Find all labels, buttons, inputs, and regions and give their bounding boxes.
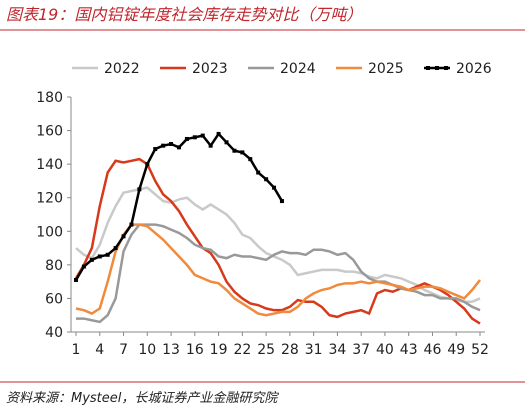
legend-label: 2025 — [368, 61, 404, 77]
y-tick-label: 80 — [45, 258, 63, 274]
point-marker — [161, 143, 166, 148]
y-tick-label: 120 — [36, 191, 63, 207]
legend-marker — [444, 66, 448, 70]
point-marker — [200, 133, 205, 138]
y-tick-label: 140 — [36, 157, 63, 173]
x-tick-label: 16 — [186, 342, 204, 358]
x-tick-label: 37 — [352, 342, 370, 358]
series-line — [75, 186, 481, 304]
y-tick-label: 160 — [36, 124, 63, 140]
x-tick-label: 22 — [233, 342, 251, 358]
point-marker — [145, 162, 150, 167]
point-marker — [169, 142, 174, 146]
point-marker — [153, 147, 158, 152]
point-marker — [232, 148, 237, 153]
x-tick-label: 25 — [257, 342, 275, 358]
point-marker — [248, 157, 253, 162]
x-tick-label: 7 — [119, 342, 128, 358]
point-marker — [216, 131, 221, 136]
legend-label: 2026 — [456, 61, 492, 77]
series-line — [75, 223, 481, 317]
point-marker — [192, 135, 197, 140]
legend-label: 2022 — [104, 61, 140, 77]
legend-label: 2024 — [280, 61, 316, 77]
y-tick-label: 100 — [36, 224, 63, 240]
series-line — [74, 157, 481, 325]
point-marker — [137, 187, 142, 192]
point-marker — [208, 143, 213, 148]
point-marker — [89, 257, 94, 262]
point-marker — [113, 246, 118, 251]
point-marker — [264, 177, 269, 182]
point-marker — [184, 136, 189, 141]
point-marker — [279, 199, 284, 204]
point-marker — [256, 170, 261, 175]
point-marker — [121, 234, 126, 239]
x-tick-label: 10 — [138, 342, 156, 358]
y-tick-label: 40 — [45, 325, 63, 341]
x-tick-label: 34 — [328, 342, 346, 358]
point-marker — [105, 252, 110, 257]
x-tick-label: 19 — [210, 342, 228, 358]
x-tick-label: 43 — [400, 342, 418, 358]
legend-marker — [435, 66, 439, 70]
x-tick-label: 49 — [447, 342, 465, 358]
x-tick-label: 46 — [424, 342, 442, 358]
x-tick-label: 40 — [376, 342, 394, 358]
point-marker — [129, 222, 134, 227]
point-marker — [74, 277, 78, 282]
y-tick-label: 180 — [36, 90, 63, 106]
y-tick-label: 60 — [45, 291, 63, 307]
point-marker — [81, 264, 86, 269]
x-tick-label: 28 — [281, 342, 299, 358]
point-marker — [224, 140, 229, 145]
x-tick-label: 13 — [162, 342, 180, 358]
point-marker — [240, 150, 245, 155]
point-marker — [272, 185, 277, 190]
point-marker — [97, 254, 102, 259]
x-tick-label: 1 — [72, 342, 81, 358]
point-marker — [176, 145, 181, 150]
chart-title: 图表19：国内铝锭年度社会库存走势对比（万吨） — [6, 5, 362, 24]
x-tick-label: 4 — [95, 342, 104, 358]
x-tick-label: 52 — [471, 342, 489, 358]
legend-marker — [426, 66, 430, 70]
legend-label: 2023 — [192, 61, 228, 77]
x-tick-label: 31 — [305, 342, 323, 358]
source: 资料来源：Mysteel，长城证券产业金融研究院 — [6, 390, 279, 406]
series-line — [76, 223, 481, 324]
